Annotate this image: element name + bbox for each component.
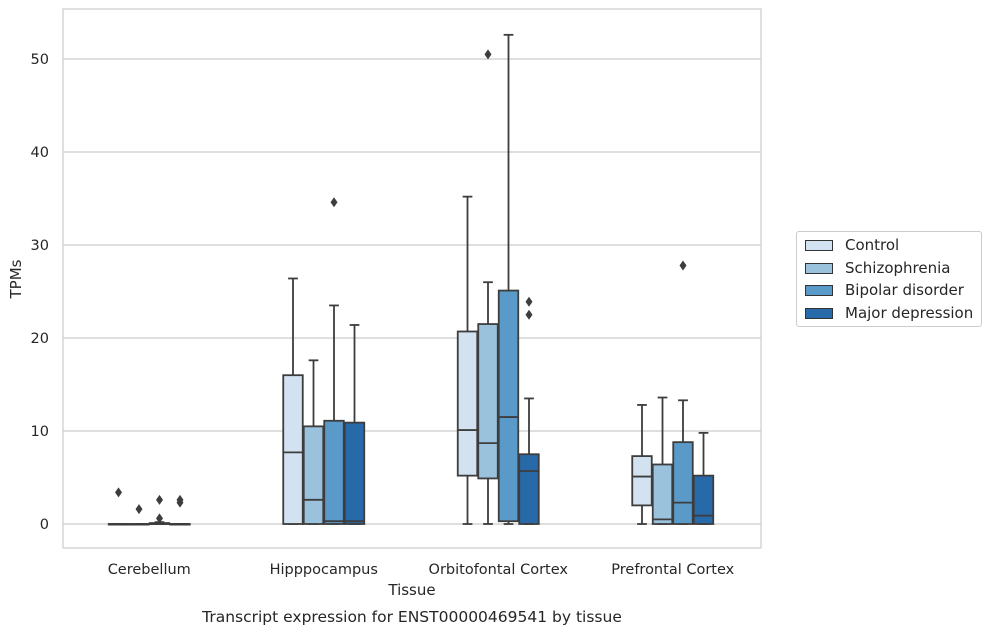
outlier-point	[135, 504, 143, 515]
x-tick-label: Hipppocampus	[270, 562, 378, 578]
legend-swatch-bipolar-disorder	[805, 284, 833, 296]
x-tick-label: Prefrontal Cortex	[611, 562, 734, 578]
legend: Control Schizophrenia Bipolar disorder M…	[796, 231, 982, 327]
legend-swatch-schizophrenia	[805, 262, 833, 274]
y-tick-labels: 0 10 20 30 40 50	[31, 52, 49, 533]
y-axis-label: TPMs	[7, 259, 25, 299]
outlier-point	[176, 497, 184, 508]
box-bipolar-disorder	[148, 494, 171, 525]
legend-item-bipolar-disorder: Bipolar disorder	[805, 280, 964, 300]
legend-label-control: Control	[845, 236, 900, 254]
x-tick-label: Cerebellum	[108, 562, 191, 578]
y-tick-label: 30	[31, 238, 49, 254]
box-control	[456, 195, 479, 525]
box-iqr	[456, 330, 479, 477]
box-plots	[107, 33, 715, 526]
legend-swatch-control	[805, 239, 833, 251]
box-iqr	[343, 421, 366, 525]
box-major-depression	[692, 431, 715, 525]
x-axis-label: Tissue	[387, 581, 435, 599]
box-iqr	[323, 419, 345, 525]
box-control	[631, 404, 653, 525]
outlier-point	[156, 513, 163, 524]
box-iqr	[302, 425, 325, 525]
box-iqr	[692, 474, 715, 525]
box-major-depression	[343, 324, 366, 525]
y-tick-label: 20	[31, 331, 49, 347]
legend-item-control: Control	[805, 235, 899, 255]
x-tick-label: Orbitofontal Cortex	[429, 562, 569, 578]
outlier-point	[156, 494, 163, 505]
box-major-depression	[518, 296, 540, 525]
legend-swatch-major-depression	[805, 307, 833, 319]
outlier-point	[330, 197, 338, 208]
legend-item-major-depression: Major depression	[805, 303, 973, 323]
plot-frame	[62, 8, 762, 549]
box-schizophrenia	[477, 49, 499, 525]
x-tick-labels: Cerebellum Hipppocampus Orbitofontal Corte…	[108, 562, 735, 578]
box-iqr	[282, 374, 304, 525]
y-tick-label: 10	[31, 424, 49, 440]
y-tick-label: 50	[31, 52, 49, 68]
legend-label-schizophrenia: Schizophrenia	[845, 259, 951, 277]
y-gridlines	[63, 58, 761, 525]
box-schizophrenia	[302, 359, 325, 525]
box-bipolar-disorder	[672, 260, 694, 525]
outlier-point	[115, 487, 122, 498]
box-schizophrenia	[128, 504, 150, 526]
legend-label-major-depression: Major depression	[845, 304, 974, 322]
box-iqr	[631, 455, 653, 507]
legend-item-schizophrenia: Schizophrenia	[805, 258, 950, 278]
legend-label-bipolar-disorder: Bipolar disorder	[845, 281, 964, 299]
box-bipolar-disorder	[497, 33, 520, 525]
y-tick-label: 40	[31, 145, 49, 161]
box-iqr	[672, 441, 694, 525]
y-tick-label: 0	[40, 517, 49, 533]
box-iqr	[477, 323, 499, 480]
box-iqr	[497, 289, 520, 523]
outlier-point	[525, 309, 533, 320]
outlier-point	[525, 296, 533, 307]
outlier-point	[679, 260, 687, 271]
chart-title: Transcript expression for ENST0000046954…	[201, 608, 622, 626]
box-iqr	[518, 453, 540, 525]
box-control	[282, 277, 304, 525]
box-major-depression	[169, 494, 191, 526]
box-bipolar-disorder	[323, 197, 345, 525]
box-control	[107, 487, 130, 526]
box-schizophrenia	[651, 396, 674, 525]
box-iqr	[651, 463, 674, 525]
outlier-point	[484, 49, 492, 60]
